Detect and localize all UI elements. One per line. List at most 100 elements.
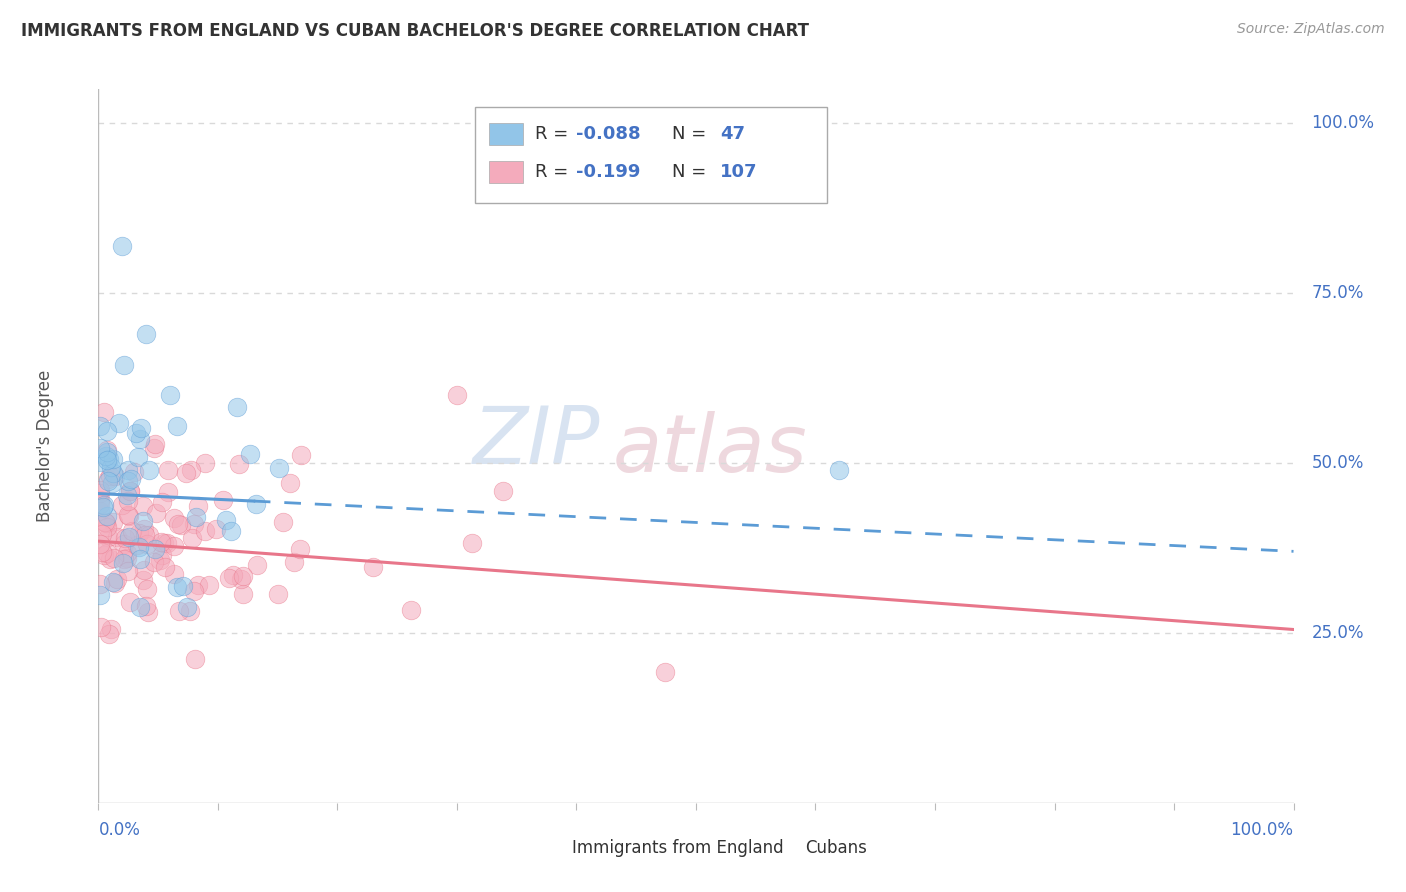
Text: Immigrants from England: Immigrants from England — [572, 839, 783, 857]
Point — [143, 436, 166, 450]
Point — [89, 537, 111, 551]
Text: 47: 47 — [720, 125, 745, 143]
Point — [103, 551, 125, 566]
Point — [288, 541, 311, 556]
Point — [157, 484, 180, 499]
Point — [120, 483, 142, 498]
Point — [89, 504, 111, 518]
Point — [187, 499, 209, 513]
Point — [138, 528, 160, 542]
Point — [115, 546, 138, 560]
Point — [184, 652, 207, 666]
Point — [180, 463, 202, 477]
Point — [100, 622, 122, 636]
Text: R =: R = — [534, 163, 574, 181]
Point — [128, 540, 150, 554]
FancyBboxPatch shape — [489, 161, 523, 183]
Point — [89, 419, 111, 434]
Point — [163, 539, 186, 553]
Point — [163, 566, 186, 581]
Point — [142, 442, 165, 456]
Point — [89, 442, 111, 456]
Point — [222, 568, 245, 582]
Text: Bachelor's Degree: Bachelor's Degree — [35, 370, 53, 522]
Point — [176, 466, 198, 480]
Point — [105, 573, 128, 587]
Text: Cubans: Cubans — [804, 839, 866, 857]
Point — [117, 565, 139, 579]
Text: 100.0%: 100.0% — [1230, 821, 1294, 838]
Point — [93, 549, 115, 563]
Point — [135, 599, 157, 613]
Point — [205, 522, 228, 536]
Point — [104, 576, 127, 591]
Text: -0.088: -0.088 — [576, 125, 641, 143]
Point — [89, 497, 111, 511]
Point — [90, 455, 112, 469]
Point — [100, 459, 122, 474]
Point — [89, 493, 111, 508]
Text: N =: N = — [672, 125, 711, 143]
Text: IMMIGRANTS FROM ENGLAND VS CUBAN BACHELOR'S DEGREE CORRELATION CHART: IMMIGRANTS FROM ENGLAND VS CUBAN BACHELO… — [21, 22, 808, 40]
Point — [127, 450, 149, 464]
Point — [117, 475, 139, 489]
Point — [172, 579, 194, 593]
Point — [112, 552, 135, 566]
Point — [97, 530, 120, 544]
Point — [117, 462, 139, 476]
Point — [89, 486, 111, 500]
Point — [828, 463, 851, 477]
Point — [245, 497, 267, 511]
Point — [157, 463, 180, 477]
Text: Source: ZipAtlas.com: Source: ZipAtlas.com — [1237, 22, 1385, 37]
Point — [149, 552, 172, 566]
Point — [132, 563, 155, 577]
Point — [446, 388, 468, 402]
Point — [194, 524, 217, 538]
Point — [98, 627, 121, 641]
Point — [111, 238, 134, 252]
Point — [215, 513, 238, 527]
Point — [194, 456, 217, 470]
Point — [118, 531, 141, 545]
Point — [136, 605, 159, 619]
Point — [163, 511, 186, 525]
Point — [98, 468, 121, 483]
Point — [111, 556, 134, 570]
Point — [231, 572, 253, 586]
Point — [219, 524, 242, 539]
Point — [115, 551, 138, 566]
Point — [117, 494, 139, 508]
Point — [96, 452, 118, 467]
Point — [101, 574, 124, 589]
Point — [91, 500, 114, 515]
Text: R =: R = — [534, 125, 574, 143]
Text: 50.0%: 50.0% — [1312, 454, 1364, 472]
Point — [96, 508, 118, 523]
Point — [492, 483, 515, 498]
Point — [134, 523, 156, 537]
Point — [114, 531, 136, 545]
Point — [129, 421, 152, 435]
Point — [198, 578, 221, 592]
Point — [166, 419, 188, 434]
Point — [212, 493, 235, 508]
Point — [179, 604, 201, 618]
Point — [278, 476, 301, 491]
Point — [129, 552, 152, 566]
Point — [273, 515, 295, 529]
Point — [232, 568, 254, 582]
Point — [101, 466, 124, 480]
Point — [183, 516, 205, 531]
Point — [150, 534, 173, 549]
Point — [134, 527, 156, 541]
Point — [93, 405, 115, 419]
Point — [155, 536, 177, 550]
Point — [108, 417, 131, 431]
Point — [170, 518, 193, 533]
Point — [225, 400, 247, 414]
FancyBboxPatch shape — [762, 842, 796, 858]
Point — [90, 527, 112, 541]
Point — [96, 445, 118, 459]
Point — [94, 516, 117, 530]
